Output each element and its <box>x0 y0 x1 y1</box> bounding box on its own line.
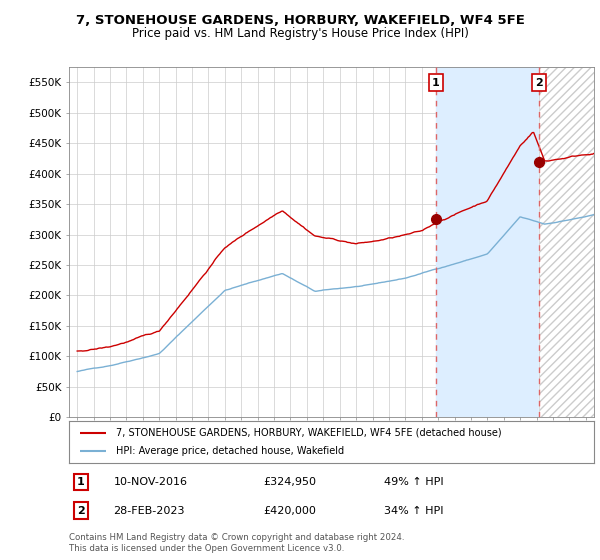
Text: Price paid vs. HM Land Registry's House Price Index (HPI): Price paid vs. HM Land Registry's House … <box>131 27 469 40</box>
Text: £324,950: £324,950 <box>263 477 316 487</box>
Text: 7, STONEHOUSE GARDENS, HORBURY, WAKEFIELD, WF4 5FE: 7, STONEHOUSE GARDENS, HORBURY, WAKEFIEL… <box>76 14 524 27</box>
Text: 10-NOV-2016: 10-NOV-2016 <box>113 477 188 487</box>
Bar <box>539 67 594 417</box>
Text: 7, STONEHOUSE GARDENS, HORBURY, WAKEFIELD, WF4 5FE (detached house): 7, STONEHOUSE GARDENS, HORBURY, WAKEFIEL… <box>116 428 502 438</box>
Text: 28-FEB-2023: 28-FEB-2023 <box>113 506 185 516</box>
Text: 1: 1 <box>432 78 440 88</box>
Bar <box>539 67 594 417</box>
Text: £420,000: £420,000 <box>263 506 316 516</box>
Text: HPI: Average price, detached house, Wakefield: HPI: Average price, detached house, Wake… <box>116 446 344 456</box>
Text: 2: 2 <box>77 506 85 516</box>
Bar <box>436 67 539 417</box>
Text: 1: 1 <box>77 477 85 487</box>
Text: 49% ↑ HPI: 49% ↑ HPI <box>384 477 443 487</box>
Text: Contains HM Land Registry data © Crown copyright and database right 2024.
This d: Contains HM Land Registry data © Crown c… <box>69 533 404 553</box>
Text: 2: 2 <box>535 78 543 88</box>
Text: 34% ↑ HPI: 34% ↑ HPI <box>384 506 443 516</box>
